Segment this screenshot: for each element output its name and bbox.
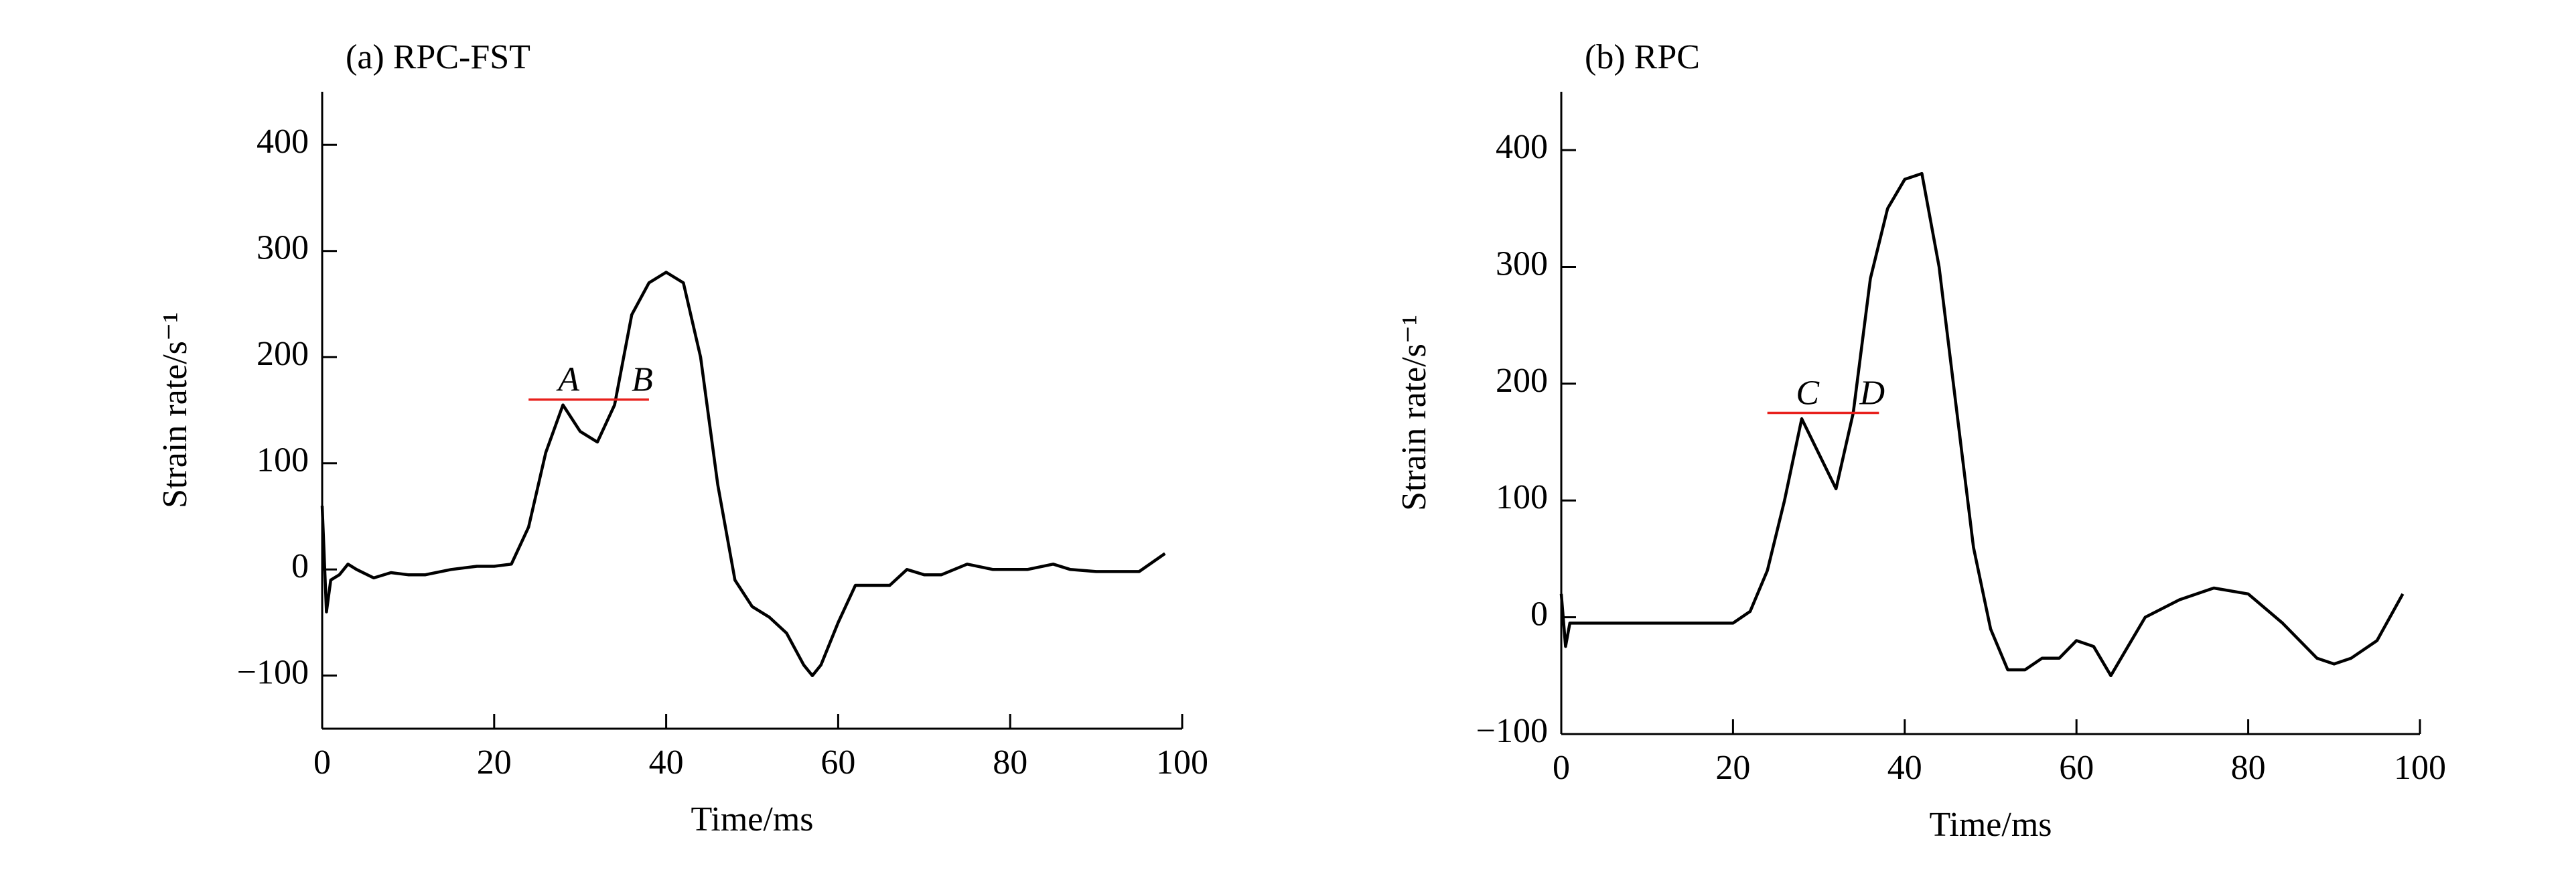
y-tick-label: −100 bbox=[1476, 712, 1548, 750]
annotation: B bbox=[632, 361, 653, 399]
x-axis-label: Time/ms bbox=[1929, 806, 2052, 844]
y-tick-label: 0 bbox=[1530, 595, 1548, 634]
x-tick-label: 80 bbox=[2231, 749, 2266, 787]
annotation: D bbox=[1859, 374, 1885, 412]
y-axis-label: Strain rate/s⁻¹ bbox=[1395, 315, 1433, 511]
x-tick-label: 0 bbox=[313, 743, 331, 782]
y-tick-label: 100 bbox=[257, 441, 309, 480]
y-tick-label: 200 bbox=[1496, 362, 1548, 400]
annotation: A bbox=[556, 361, 579, 399]
y-tick-label: 300 bbox=[257, 229, 309, 267]
line-series bbox=[1559, 171, 2405, 678]
x-tick-label: 60 bbox=[820, 743, 855, 782]
x-tick-label: 20 bbox=[1715, 749, 1750, 787]
chart-title: (b) RPC bbox=[1585, 38, 1700, 76]
chart-title: (a) RPC-FST bbox=[346, 38, 530, 76]
x-tick-label: 100 bbox=[1156, 743, 1208, 782]
annotation: C bbox=[1796, 374, 1820, 412]
y-tick-label: 0 bbox=[291, 547, 309, 585]
y-tick-label: 300 bbox=[1496, 244, 1548, 283]
y-tick-label: 400 bbox=[1496, 128, 1548, 166]
x-tick-label: 60 bbox=[2059, 749, 2094, 787]
y-axis-label: Strain rate/s⁻¹ bbox=[156, 312, 194, 508]
x-tick-label: 40 bbox=[649, 743, 684, 782]
y-tick-label: −100 bbox=[237, 654, 309, 692]
line-series bbox=[320, 271, 1166, 678]
x-tick-label: 40 bbox=[1887, 749, 1922, 787]
y-tick-label: 400 bbox=[257, 123, 309, 161]
x-axis-label: Time/ms bbox=[691, 800, 813, 839]
y-tick-label: 200 bbox=[257, 335, 309, 373]
x-tick-label: 20 bbox=[477, 743, 512, 782]
x-tick-label: 80 bbox=[993, 743, 1027, 782]
y-tick-label: 100 bbox=[1496, 478, 1548, 516]
x-tick-label: 100 bbox=[2394, 749, 2446, 787]
x-tick-label: 0 bbox=[1553, 749, 1570, 787]
